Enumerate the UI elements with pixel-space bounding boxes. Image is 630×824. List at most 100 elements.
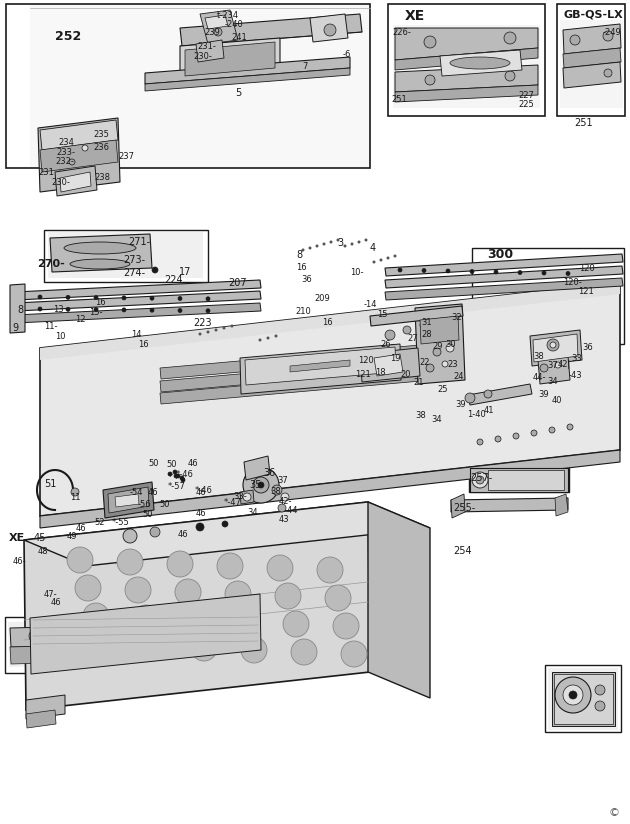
Circle shape [241, 637, 267, 663]
Circle shape [476, 476, 484, 484]
Text: 50: 50 [142, 510, 152, 519]
Circle shape [446, 344, 454, 352]
Circle shape [178, 308, 182, 312]
Polygon shape [451, 498, 568, 512]
Text: 38: 38 [415, 411, 426, 420]
Text: 46: 46 [196, 509, 207, 518]
Circle shape [333, 613, 359, 639]
Text: 46: 46 [76, 524, 87, 533]
Text: 46: 46 [148, 488, 159, 497]
Circle shape [433, 348, 441, 356]
Circle shape [446, 269, 450, 273]
Polygon shape [563, 62, 621, 88]
Polygon shape [560, 20, 623, 108]
Polygon shape [370, 306, 463, 326]
Circle shape [217, 553, 243, 579]
Polygon shape [468, 384, 532, 405]
Text: 210: 210 [295, 307, 311, 316]
Text: 300: 300 [487, 248, 513, 261]
Text: 254: 254 [453, 546, 472, 556]
Text: 38: 38 [533, 352, 544, 361]
Circle shape [150, 308, 154, 312]
Polygon shape [160, 370, 421, 404]
Polygon shape [555, 494, 568, 516]
Text: 33-: 33- [233, 492, 247, 501]
Circle shape [595, 701, 605, 711]
Circle shape [425, 75, 435, 85]
Text: 209: 209 [314, 294, 329, 303]
Text: 4: 4 [370, 243, 376, 253]
Polygon shape [530, 330, 582, 366]
Text: 17: 17 [179, 267, 192, 277]
Text: 24: 24 [453, 372, 464, 381]
Polygon shape [385, 266, 623, 288]
Polygon shape [290, 360, 350, 372]
Text: 52: 52 [94, 518, 105, 527]
Circle shape [542, 271, 546, 275]
Text: 233-: 233- [56, 148, 75, 157]
Text: 37: 37 [277, 476, 288, 485]
Circle shape [420, 321, 428, 329]
Polygon shape [8, 620, 97, 667]
Polygon shape [552, 672, 615, 726]
Polygon shape [245, 347, 396, 385]
Bar [469, 466, 569, 492]
Text: 47-: 47- [44, 590, 57, 599]
Text: 42-: 42- [279, 497, 292, 506]
Circle shape [283, 611, 309, 637]
Text: 16: 16 [95, 298, 106, 307]
Circle shape [570, 35, 580, 45]
Circle shape [38, 307, 42, 311]
Polygon shape [538, 356, 570, 384]
Circle shape [122, 308, 126, 312]
Polygon shape [395, 28, 538, 60]
Circle shape [231, 325, 234, 327]
Circle shape [309, 246, 311, 250]
Circle shape [196, 523, 204, 531]
Text: 238: 238 [94, 173, 110, 182]
Text: 232-: 232- [55, 157, 74, 166]
Polygon shape [548, 668, 618, 730]
Text: *-46: *-46 [195, 486, 213, 495]
Text: 13: 13 [53, 305, 64, 314]
Polygon shape [10, 645, 93, 664]
Circle shape [504, 32, 516, 44]
Circle shape [531, 430, 537, 436]
Polygon shape [415, 304, 465, 384]
Polygon shape [160, 345, 421, 379]
Text: 42|: 42| [558, 360, 571, 369]
Polygon shape [393, 25, 540, 108]
Text: *-47: *-47 [224, 498, 242, 507]
Polygon shape [50, 234, 152, 272]
Text: -240: -240 [225, 20, 244, 29]
Text: 40: 40 [552, 396, 563, 405]
Circle shape [484, 390, 492, 398]
Polygon shape [563, 48, 621, 68]
Circle shape [465, 393, 475, 403]
Text: 26-: 26- [380, 340, 394, 349]
Text: 224: 224 [164, 275, 183, 285]
Circle shape [495, 436, 501, 442]
Text: 44-: 44- [533, 373, 546, 382]
Circle shape [91, 631, 117, 657]
Text: 34: 34 [547, 377, 558, 386]
Circle shape [343, 245, 346, 247]
Circle shape [174, 474, 178, 478]
Polygon shape [180, 14, 362, 46]
Text: 45: 45 [34, 533, 47, 543]
Text: *-46: *-46 [176, 470, 194, 479]
Text: 36: 36 [301, 275, 312, 284]
Circle shape [426, 364, 434, 372]
Text: 46: 46 [51, 598, 62, 607]
Text: 1-40: 1-40 [467, 410, 486, 419]
Text: 20: 20 [400, 370, 411, 379]
Polygon shape [185, 42, 275, 76]
Polygon shape [244, 456, 270, 480]
Polygon shape [470, 468, 568, 492]
Text: 25: 25 [437, 385, 447, 394]
Text: 28: 28 [421, 330, 432, 339]
Text: 225: 225 [518, 100, 534, 109]
Text: 15-: 15- [89, 308, 103, 317]
Text: GB-QS-LX: GB-QS-LX [564, 9, 624, 19]
Circle shape [316, 245, 319, 247]
